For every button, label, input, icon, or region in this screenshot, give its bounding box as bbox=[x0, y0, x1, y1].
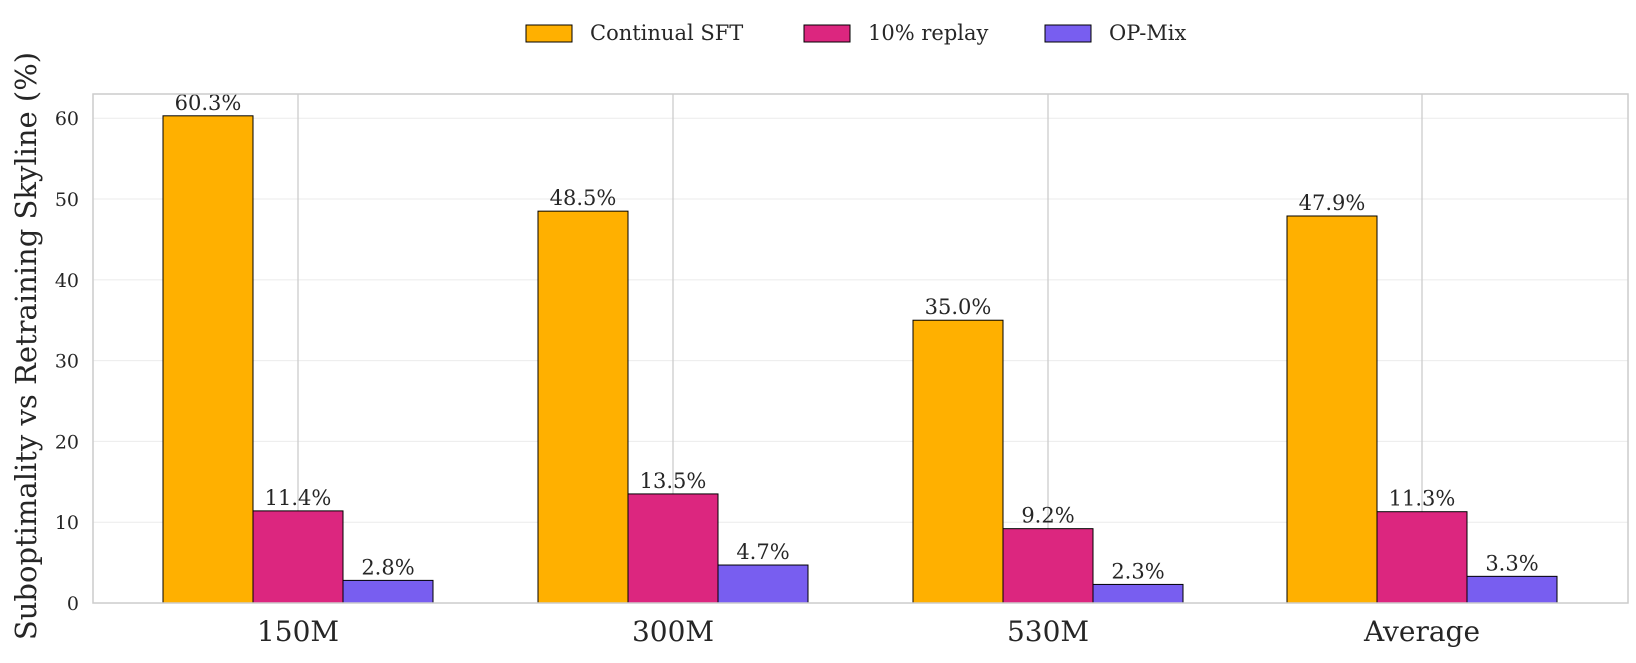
bar-10-replay-530m bbox=[1002, 528, 1094, 604]
legend-label: OP-Mix bbox=[1109, 21, 1187, 45]
y-tick-label: 10 bbox=[55, 512, 79, 534]
data-label: 2.3% bbox=[1111, 559, 1164, 583]
data-label: 11.4% bbox=[265, 486, 332, 510]
data-labels: 60.3% 48.5% 35.0% 47.9% 11.4% 13.5% 9.2% 11.3% 2… bbox=[175, 91, 1539, 584]
bar-continual-sft-300m bbox=[537, 210, 629, 604]
bar-10-replay-300m bbox=[627, 493, 719, 604]
data-label: 60.3% bbox=[175, 91, 242, 115]
y-axis-label: Suboptimality vs Retraining Skyline (%) bbox=[9, 52, 43, 640]
bar-continual-sft-average bbox=[1286, 215, 1378, 604]
bar-continual-sft-530m bbox=[912, 319, 1004, 604]
bar-10-replay-150m bbox=[252, 510, 344, 604]
legend-swatch bbox=[1044, 24, 1092, 43]
data-label: 3.3% bbox=[1485, 551, 1538, 575]
y-tick-label: 50 bbox=[55, 189, 79, 211]
bar-op-mix-530m bbox=[1092, 583, 1184, 604]
legend-label: 10% replay bbox=[868, 21, 988, 45]
bar-op-mix-average bbox=[1466, 575, 1558, 604]
y-tick-label: 0 bbox=[67, 593, 79, 615]
legend-label: Continual SFT bbox=[590, 21, 743, 45]
data-label: 47.9% bbox=[1299, 191, 1366, 215]
x-tick-label: 150M bbox=[257, 615, 339, 648]
y-tick-label: 40 bbox=[55, 270, 79, 292]
grid bbox=[93, 94, 1628, 604]
y-tick-label: 60 bbox=[55, 108, 79, 130]
data-label: 35.0% bbox=[925, 295, 992, 319]
data-label: 11.3% bbox=[1389, 487, 1456, 511]
x-tick-label: 300M bbox=[632, 615, 714, 648]
bar-continual-sft-150m bbox=[162, 115, 254, 604]
data-label: 13.5% bbox=[640, 469, 707, 493]
bar-op-mix-150m bbox=[342, 579, 434, 604]
data-label: 9.2% bbox=[1021, 504, 1074, 528]
axes: 0 10 20 30 40 50 60 150M 300M 530M Average bbox=[55, 93, 1629, 648]
legend-swatch bbox=[803, 24, 851, 43]
data-label: 2.8% bbox=[361, 555, 414, 579]
bar-10-replay-average bbox=[1376, 511, 1468, 604]
bar-op-mix-300m bbox=[717, 564, 809, 604]
y-tick-label: 30 bbox=[55, 351, 79, 373]
data-label: 4.7% bbox=[736, 540, 789, 564]
x-tick-label: 530M bbox=[1007, 615, 1089, 648]
data-label: 48.5% bbox=[550, 186, 617, 210]
legend-swatch bbox=[525, 24, 573, 43]
y-tick-label: 20 bbox=[55, 431, 79, 453]
x-tick-label: Average bbox=[1363, 615, 1480, 648]
legend: Continual SFT 10% replay OP-Mix bbox=[525, 21, 1187, 45]
plot-frame bbox=[92, 93, 1629, 604]
bars bbox=[162, 115, 1558, 604]
